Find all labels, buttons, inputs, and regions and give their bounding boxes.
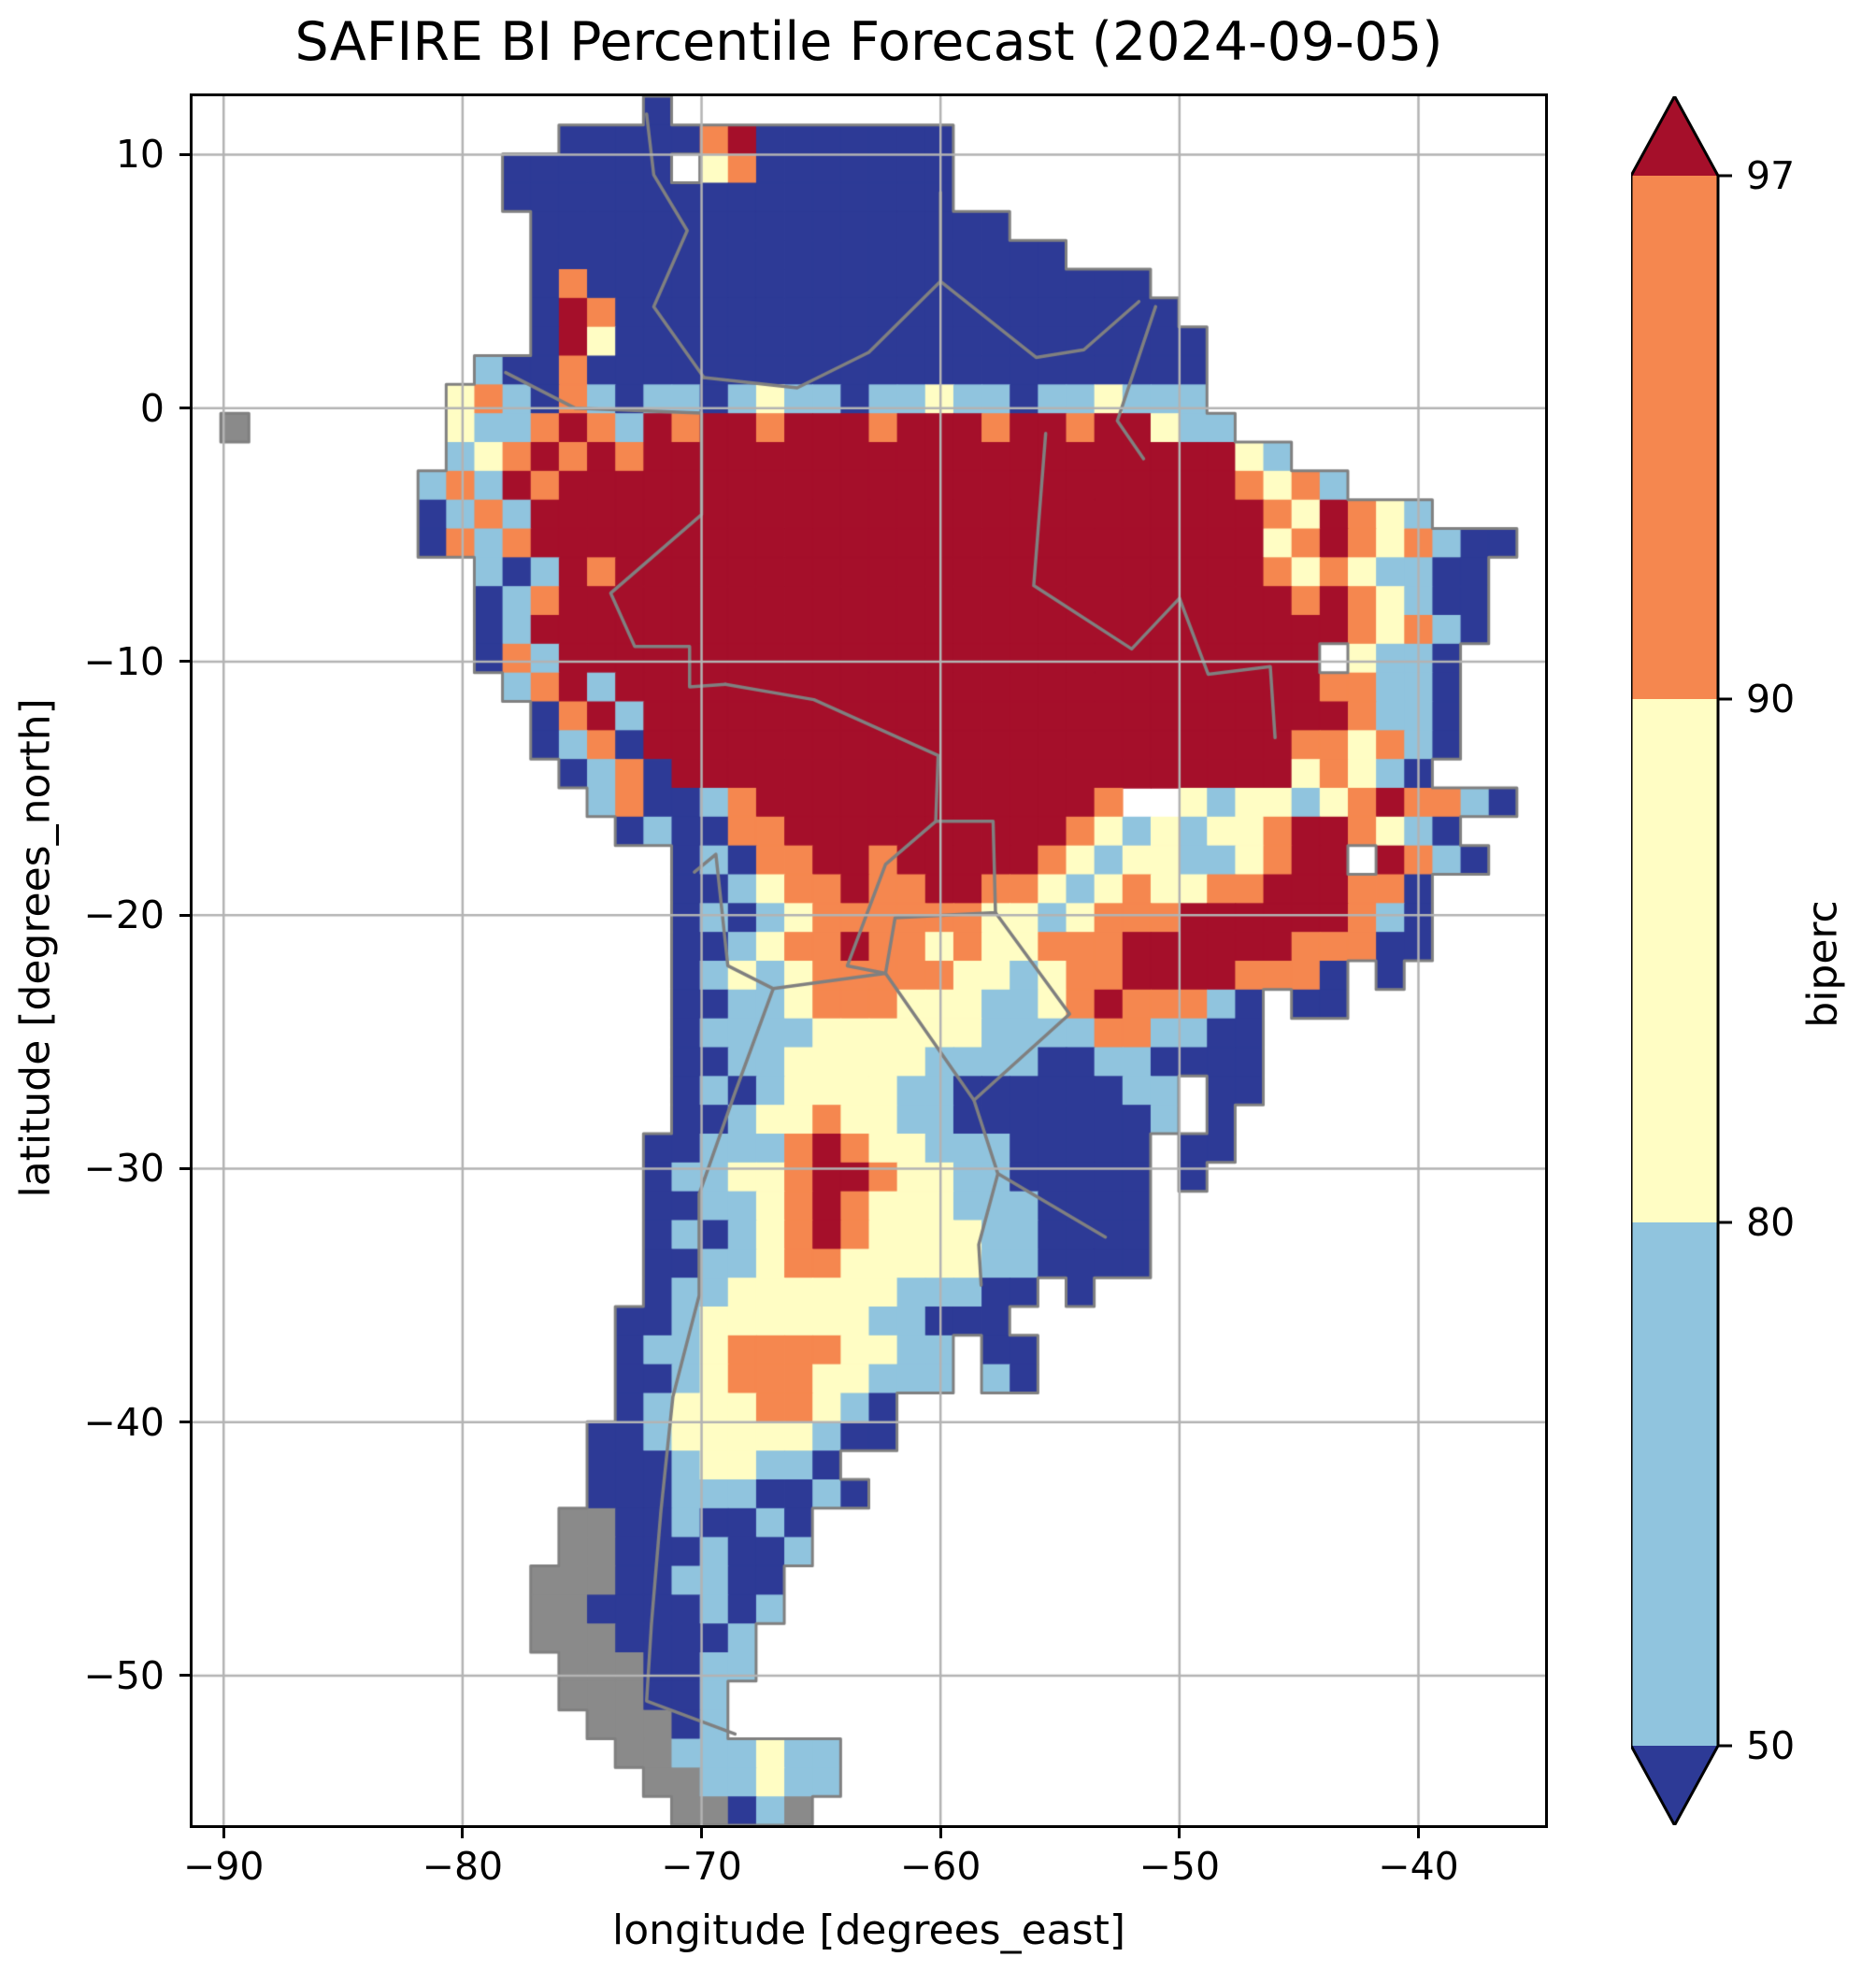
colorbar-segment [1631, 176, 1718, 700]
map-plot [190, 93, 1548, 1828]
colorbar-segment [1631, 1222, 1718, 1747]
x-tick-label: −80 [422, 1844, 504, 1889]
y-axis-label: latitude [degrees_north] [11, 698, 60, 1198]
colorbar [1629, 93, 1876, 1829]
x-tick [1417, 1825, 1420, 1838]
y-tick [179, 913, 193, 917]
x-tick [938, 1825, 942, 1838]
chart-title: SAFIRE BI Percentile Forecast (2024-09-0… [294, 11, 1443, 73]
y-tick-label: −20 [83, 893, 165, 938]
map-canvas [193, 96, 1545, 1825]
x-tick-label: −40 [1378, 1844, 1459, 1889]
x-tick [461, 1825, 465, 1838]
colorbar-tick-label: 50 [1746, 1723, 1796, 1768]
x-tick [1178, 1825, 1181, 1838]
colorbar-segment [1631, 699, 1718, 1223]
x-tick [222, 1825, 225, 1838]
x-axis-label: longitude [degrees_east] [612, 1907, 1125, 1954]
y-tick [179, 1421, 193, 1424]
y-tick [179, 660, 193, 664]
colorbar-label: biperc [1798, 900, 1847, 1028]
x-tick-label: −90 [182, 1844, 265, 1889]
colorbar-tick-label: 97 [1746, 153, 1796, 198]
colorbar-tick-label: 90 [1746, 677, 1796, 721]
y-tick [179, 407, 193, 410]
x-tick-label: −60 [899, 1844, 981, 1889]
x-tick [700, 1825, 704, 1838]
y-tick-label: 10 [115, 132, 165, 178]
colorbar-svg [1629, 93, 1732, 1829]
colorbar-tick-label: 80 [1746, 1200, 1796, 1245]
y-tick [179, 152, 193, 156]
x-tick-label: −50 [1138, 1844, 1221, 1889]
colorbar-segment [1631, 96, 1718, 176]
y-tick [179, 1674, 193, 1678]
y-tick [179, 1166, 193, 1170]
y-tick-label: −10 [83, 638, 165, 684]
y-tick-label: −40 [83, 1399, 165, 1445]
y-tick-label: −30 [83, 1146, 165, 1192]
x-tick-label: −70 [661, 1844, 742, 1889]
y-tick-label: 0 [139, 385, 165, 431]
y-tick-label: −50 [83, 1652, 165, 1698]
colorbar-segment [1631, 1746, 1718, 1825]
